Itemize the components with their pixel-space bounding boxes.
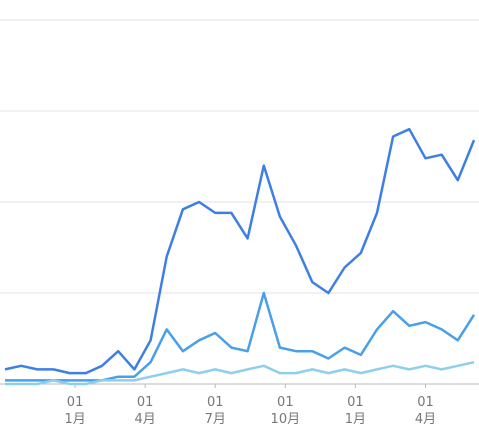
x-tick-label: 01 4月 xyxy=(415,395,436,427)
x-tick-label-line: 1月 xyxy=(345,412,366,427)
x-tick-label: 01 1月 xyxy=(64,395,85,427)
x-tick-label-line: 4月 xyxy=(415,412,436,427)
x-tick-label: 01 1月 xyxy=(345,395,366,427)
x-tick-label-line: 10月 xyxy=(271,412,301,427)
x-tick-label-line: 01 xyxy=(207,395,224,410)
x-tick-label-line: 01 xyxy=(137,395,154,410)
x-tick-label-line: 01 xyxy=(417,395,434,410)
x-tick-label: 01 7月 xyxy=(205,395,226,427)
x-tick-label: 01 10月 xyxy=(271,395,301,427)
series-line xyxy=(5,360,475,386)
x-tick-label-line: 01 xyxy=(347,395,364,410)
x-tick-label: 01 4月 xyxy=(135,395,156,427)
series-line xyxy=(5,291,476,382)
series-line xyxy=(4,127,476,375)
x-tick-label-line: 4月 xyxy=(135,412,156,427)
x-tick-label-line: 7月 xyxy=(205,412,226,427)
x-tick-label-line: 01 xyxy=(67,395,84,410)
x-tick-label-line: 01 xyxy=(277,395,294,410)
x-tick-label-line: 1月 xyxy=(64,412,85,427)
